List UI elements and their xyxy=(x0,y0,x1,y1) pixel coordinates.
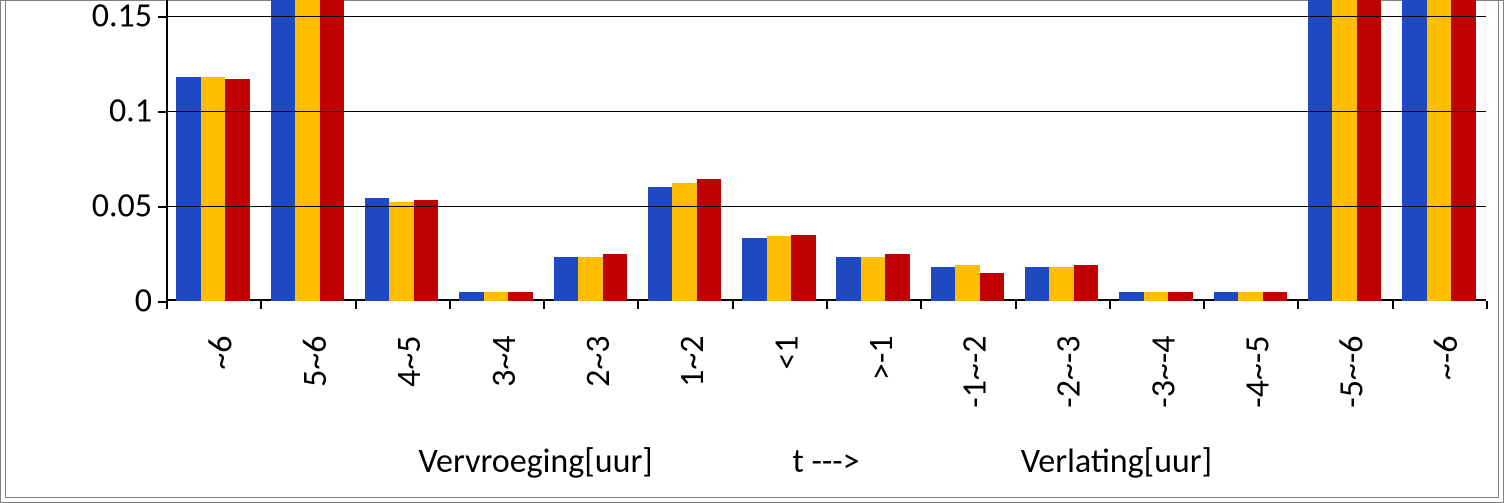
bars-layer xyxy=(166,0,1486,301)
bar xyxy=(648,187,673,301)
bar xyxy=(1074,265,1099,301)
bar xyxy=(1238,292,1263,302)
bar xyxy=(271,0,296,301)
bar xyxy=(1119,292,1144,302)
x-tick xyxy=(920,301,922,309)
x-tick xyxy=(637,301,639,309)
bar xyxy=(578,257,603,301)
x-tick xyxy=(355,301,357,309)
x-tick xyxy=(166,301,168,309)
bar xyxy=(1049,267,1074,301)
bar xyxy=(861,257,886,301)
bar xyxy=(603,254,628,302)
bar xyxy=(414,200,439,301)
bar xyxy=(931,267,956,301)
bar xyxy=(365,198,390,301)
x-tick xyxy=(1392,301,1394,309)
bar xyxy=(697,179,722,301)
bar xyxy=(1451,0,1476,301)
bar xyxy=(508,292,533,302)
bar xyxy=(1263,292,1288,302)
x-axis-sublabel: Vervroeging[uur] xyxy=(418,441,652,482)
gridline xyxy=(166,206,1486,207)
bar xyxy=(980,273,1005,302)
bar xyxy=(1427,0,1452,301)
gridline xyxy=(166,111,1486,112)
bar xyxy=(459,292,484,302)
x-tick xyxy=(1109,301,1111,309)
bar xyxy=(554,257,579,301)
bar xyxy=(955,265,980,301)
bar xyxy=(320,0,345,301)
plot-area: 00.050.10.15~65~64~53~42~31~2<1>-1-1~-2-… xyxy=(166,0,1486,301)
x-tick xyxy=(1015,301,1017,309)
x-tick xyxy=(543,301,545,309)
bar xyxy=(1357,0,1382,301)
y-tick-label: 0.15 xyxy=(92,0,166,37)
bar xyxy=(1214,292,1239,302)
bar xyxy=(484,292,509,302)
bar xyxy=(885,254,910,302)
x-tick xyxy=(449,301,451,309)
x-axis-sublabel: Verlating[uur] xyxy=(1021,441,1212,482)
bar xyxy=(791,235,816,302)
bar xyxy=(672,183,697,301)
x-tick xyxy=(1486,301,1488,309)
bar xyxy=(1144,292,1169,302)
bar xyxy=(1308,0,1333,301)
bar xyxy=(1402,0,1427,301)
bar xyxy=(1332,0,1357,301)
bar xyxy=(389,202,414,301)
gridline xyxy=(166,16,1486,17)
bar xyxy=(1025,267,1050,301)
y-tick-label: 0.1 xyxy=(109,91,166,132)
bar xyxy=(767,236,792,301)
x-tick xyxy=(260,301,262,309)
bar xyxy=(225,79,250,301)
x-tick xyxy=(826,301,828,309)
x-tick xyxy=(1203,301,1205,309)
y-tick-label: 0.05 xyxy=(92,186,166,227)
bar xyxy=(742,238,767,301)
y-tick-label: 0 xyxy=(135,281,166,322)
bar xyxy=(295,0,320,301)
x-tick xyxy=(732,301,734,309)
bar xyxy=(1168,292,1193,302)
x-tick xyxy=(1297,301,1299,309)
bar xyxy=(836,257,861,301)
chart-frame: Frequ 00.050.10.15~65~64~53~42~31~2<1>-1… xyxy=(0,0,1504,503)
x-axis-sublabel: t ---> xyxy=(792,441,859,482)
